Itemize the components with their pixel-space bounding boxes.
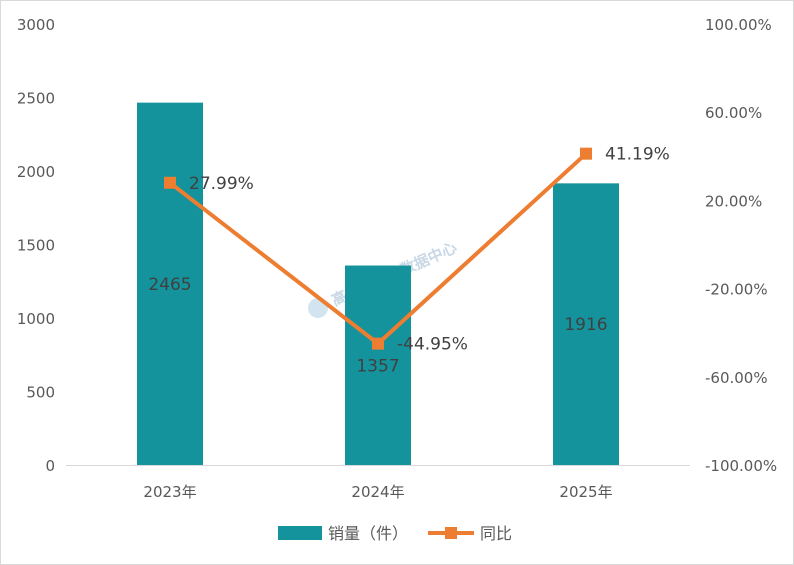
bar-2025	[553, 183, 619, 465]
bar-value-label: 1357	[356, 356, 399, 376]
x-tick-label: 2024年	[351, 483, 404, 501]
y-left-tick-label: 3000	[17, 16, 55, 34]
line-value-label: 27.99%	[189, 174, 254, 194]
bar-value-label: 2465	[148, 275, 191, 295]
line-marker-2024	[372, 337, 384, 350]
bar-value-label: 1916	[564, 315, 607, 335]
y-left-tick-label: 500	[26, 384, 55, 402]
y-right-tick-label: 100.00%	[705, 16, 772, 34]
line-value-label: 41.19%	[605, 145, 670, 165]
bar-2024	[345, 265, 411, 465]
y-right-tick-label: 60.00%	[705, 104, 762, 122]
y-right-tick-label: -60.00%	[705, 369, 768, 387]
legend-line-marker	[445, 527, 457, 539]
line-marker-2025	[580, 147, 592, 160]
legend-bar-swatch	[278, 526, 322, 540]
legend-label-yoy: 同比	[480, 524, 512, 543]
y-left-tick-label: 1000	[17, 310, 55, 328]
y-right-tick-label: -20.00%	[705, 281, 768, 299]
y-right-tick-label: -100.00%	[705, 457, 777, 475]
x-tick-label: 2023年	[143, 483, 196, 501]
line-value-label: -44.95%	[397, 335, 468, 355]
legend-label-sales: 销量（件）	[328, 524, 408, 543]
line-marker-2023	[164, 176, 176, 189]
y-left-tick-label: 1500	[17, 237, 55, 255]
y-left-tick-label: 2500	[17, 90, 55, 108]
y-left-tick-label: 2000	[17, 163, 55, 181]
bar-2023	[137, 102, 203, 466]
y-left-tick-label: 0	[45, 457, 55, 475]
y-right-tick-label: 20.00%	[705, 192, 762, 210]
x-tick-label: 2025年	[559, 483, 612, 501]
